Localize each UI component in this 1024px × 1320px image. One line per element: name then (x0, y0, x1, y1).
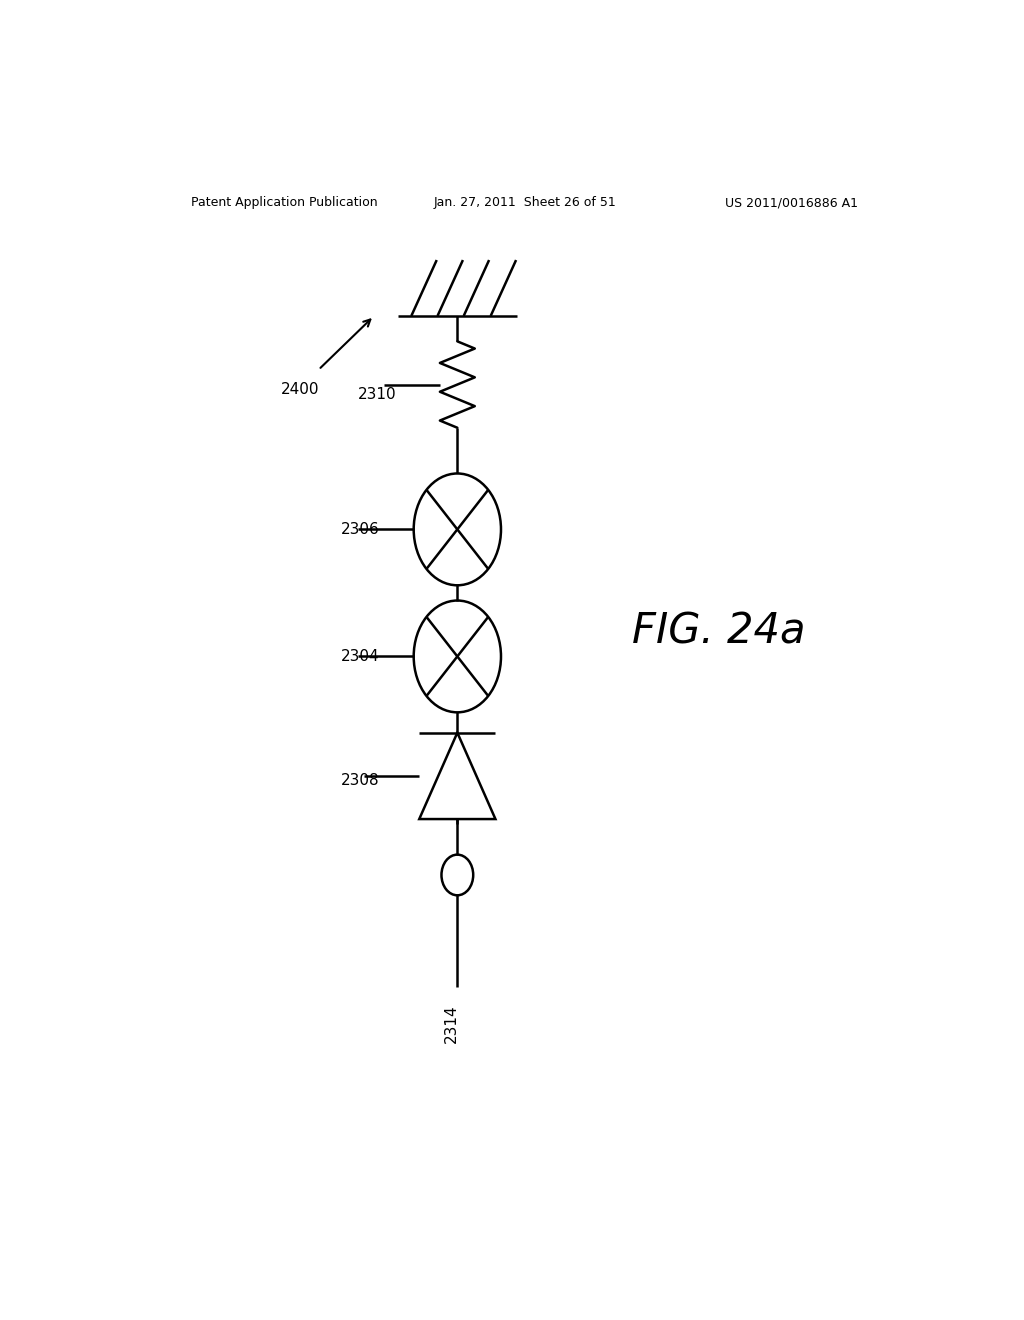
Text: FIG. 24a: FIG. 24a (633, 610, 806, 652)
Text: 2304: 2304 (341, 649, 379, 664)
Text: 2314: 2314 (444, 1005, 460, 1043)
Text: Patent Application Publication: Patent Application Publication (191, 195, 378, 209)
Text: 2400: 2400 (282, 381, 319, 396)
Text: 2306: 2306 (341, 521, 380, 537)
Text: 2310: 2310 (358, 387, 396, 401)
Text: 2308: 2308 (341, 774, 379, 788)
Text: Jan. 27, 2011  Sheet 26 of 51: Jan. 27, 2011 Sheet 26 of 51 (433, 195, 616, 209)
Text: US 2011/0016886 A1: US 2011/0016886 A1 (725, 195, 858, 209)
